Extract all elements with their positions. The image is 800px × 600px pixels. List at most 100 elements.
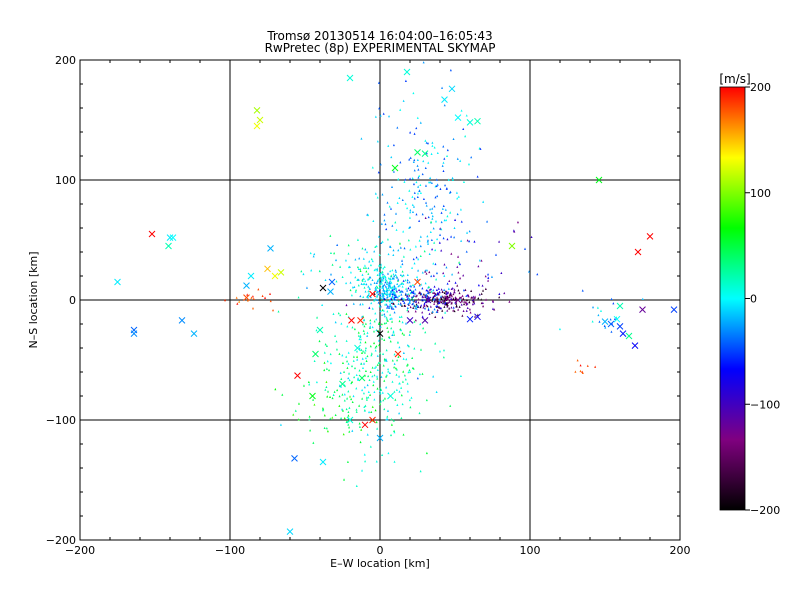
data-point xyxy=(318,339,321,343)
data-point xyxy=(440,288,443,291)
data-point xyxy=(574,370,577,373)
data-point xyxy=(347,243,350,247)
data-point xyxy=(385,386,388,389)
data-point xyxy=(487,276,490,279)
data-point xyxy=(345,339,348,342)
data-point xyxy=(389,279,392,283)
data-point xyxy=(417,305,420,308)
data-point xyxy=(438,306,441,309)
data-point xyxy=(384,222,387,226)
data-point xyxy=(453,298,456,302)
data-point xyxy=(401,259,404,262)
data-point xyxy=(432,262,435,265)
data-point xyxy=(380,375,383,378)
data-point xyxy=(459,276,462,280)
data-point xyxy=(413,292,416,295)
data-point xyxy=(450,287,453,291)
data-point xyxy=(471,302,474,306)
data-point xyxy=(449,404,452,407)
data-point xyxy=(368,306,371,309)
data-point xyxy=(596,306,599,309)
data-point xyxy=(393,311,396,314)
data-point xyxy=(413,191,416,194)
data-point xyxy=(351,286,354,289)
data-point xyxy=(376,427,379,430)
data-point xyxy=(383,359,386,362)
data-point xyxy=(433,291,436,295)
data-point xyxy=(323,426,326,430)
data-point xyxy=(361,469,364,472)
data-point xyxy=(279,423,282,426)
data-point xyxy=(415,180,418,184)
data-point xyxy=(366,295,369,298)
data-point xyxy=(364,322,367,325)
data-point xyxy=(417,297,420,301)
data-point xyxy=(446,154,449,158)
data-point xyxy=(478,293,481,296)
data-point xyxy=(433,297,436,301)
data-point xyxy=(440,227,443,231)
data-point xyxy=(412,291,415,294)
data-point xyxy=(361,357,364,360)
data-point xyxy=(362,295,365,299)
data-point xyxy=(425,304,428,307)
data-point xyxy=(369,318,372,322)
data-point xyxy=(351,326,354,329)
data-point-cross xyxy=(444,295,451,303)
data-point xyxy=(576,359,579,362)
data-point xyxy=(351,380,354,383)
data-point xyxy=(250,296,253,299)
data-point xyxy=(387,370,390,373)
data-point xyxy=(368,410,371,414)
data-point xyxy=(388,114,391,118)
data-point xyxy=(410,295,413,299)
data-point xyxy=(389,304,392,307)
data-point xyxy=(380,282,383,285)
data-point xyxy=(419,322,422,326)
data-point xyxy=(377,81,380,84)
data-point xyxy=(417,257,420,261)
data-point xyxy=(393,365,396,369)
data-point xyxy=(445,266,448,269)
data-point xyxy=(512,229,515,232)
data-point xyxy=(414,300,417,303)
data-point xyxy=(309,251,312,255)
data-point xyxy=(482,304,485,308)
data-point xyxy=(381,292,384,295)
data-point xyxy=(381,453,384,456)
data-point xyxy=(412,298,415,302)
data-point xyxy=(421,372,424,375)
data-point xyxy=(361,322,364,326)
data-point xyxy=(305,286,308,289)
data-point xyxy=(437,297,440,301)
data-point xyxy=(413,169,416,172)
data-point xyxy=(369,321,372,325)
data-point xyxy=(392,273,395,276)
data-point xyxy=(401,198,404,202)
data-point xyxy=(331,263,334,266)
data-point xyxy=(579,369,582,373)
data-point xyxy=(438,350,441,353)
data-point xyxy=(456,212,459,216)
data-point xyxy=(428,288,431,291)
data-point-cross xyxy=(595,176,603,184)
data-point xyxy=(473,296,476,299)
data-point xyxy=(329,352,332,356)
data-point xyxy=(434,196,437,199)
data-point xyxy=(343,416,346,420)
data-point xyxy=(380,276,383,279)
data-point xyxy=(316,316,319,319)
data-point xyxy=(354,290,357,293)
data-point xyxy=(432,291,435,294)
data-point xyxy=(363,362,366,365)
data-point xyxy=(308,418,311,421)
data-point xyxy=(389,207,392,210)
data-point xyxy=(443,288,446,291)
data-point xyxy=(381,337,384,340)
data-point xyxy=(404,378,407,381)
data-point xyxy=(281,393,284,396)
data-point xyxy=(428,312,431,315)
data-point xyxy=(424,216,427,219)
data-point xyxy=(369,370,372,374)
data-point xyxy=(396,358,399,362)
